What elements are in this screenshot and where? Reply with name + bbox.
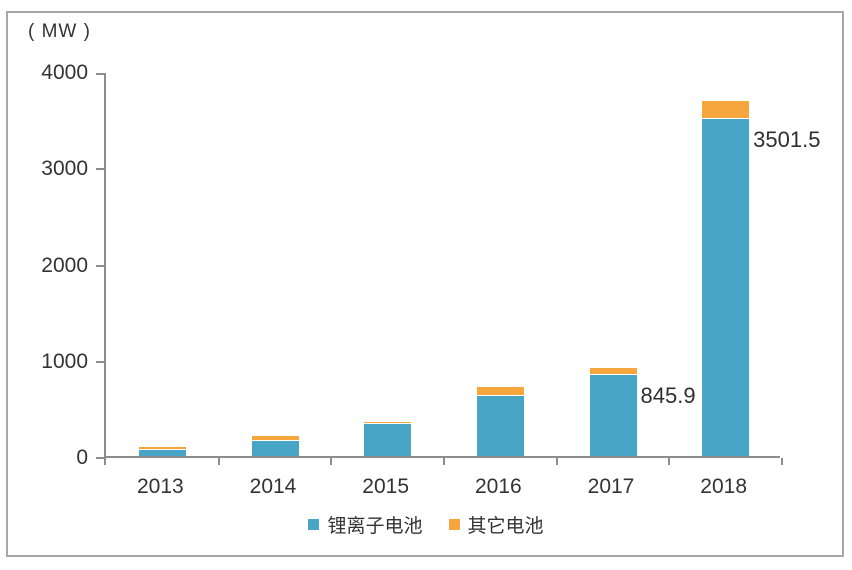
x-axis-label-2013: 2013 [136,475,184,498]
legend-swatch-icon [448,519,460,530]
plot-area [96,73,783,465]
bar-segment-2016-series-0 [476,396,524,456]
bar-segment-2015-series-0 [364,424,412,456]
data-label-2017: 845.9 [640,382,696,408]
bar-segment-2018-series-1 [702,100,750,119]
bar-segment-2018-series-0 [702,118,750,456]
bar-segment-2015-series-1 [364,421,412,425]
y-axis-label-0: 0 [76,446,88,469]
bar-segment-2017-series-1 [589,368,637,375]
x-axis-label-2017: 2017 [587,475,635,498]
bar-segment-2016-series-1 [476,387,524,397]
legend: 锂离子电池 其它电池 [0,511,852,538]
legend-item-0: 锂离子电池 [308,511,423,538]
x-axis-tick-2 [330,458,333,465]
y-axis-tick-0 [96,457,104,459]
x-axis-label-2018: 2018 [700,475,748,498]
y-axis-label-2000: 2000 [41,253,88,277]
x-axis-tick-0 [104,458,106,465]
legend-swatch-icon [308,519,320,530]
x-axis-tick-3 [443,458,445,465]
bar-segment-2013-series-1 [138,446,186,450]
y-axis-unit-label: ( MW ) [28,21,91,42]
x-axis-label-2014: 2014 [249,475,297,498]
y-axis-tick-2000 [96,264,104,267]
x-axis-label-2016: 2016 [474,475,522,498]
bar-segment-2017-series-0 [589,374,637,456]
bar-segment-2013-series-0 [138,449,186,456]
chart-frame [6,11,844,557]
y-axis-tick-3000 [96,168,104,171]
y-axis-label-3000: 3000 [41,157,88,181]
x-axis-tick-1 [217,458,220,465]
bar-segment-2014-series-0 [251,441,299,456]
x-axis-tick-4 [555,458,558,465]
y-axis-label-1000: 1000 [41,349,88,373]
legend-label: 其它电池 [467,516,544,537]
legend-label: 锂离子电池 [327,516,423,537]
bar-segment-2014-series-1 [251,435,299,442]
y-axis-tick-4000 [96,73,104,75]
x-axis-tick-5 [668,458,671,465]
y-axis-tick-1000 [96,360,104,363]
x-axis-tick-6 [781,458,783,465]
y-axis-label-4000: 4000 [41,61,88,84]
data-label-2018: 3501.5 [753,126,821,152]
legend-item-1: 其它电池 [448,511,544,538]
x-axis-label-2015: 2015 [362,475,410,498]
